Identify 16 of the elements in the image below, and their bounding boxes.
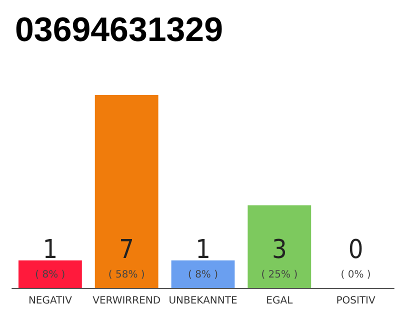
x-tick-label: VERWIRREND [92, 296, 161, 306]
x-tick-label: EGAL [266, 296, 294, 306]
data-label: 1 [42, 235, 58, 265]
chart-title: 03694631329 [15, 11, 224, 49]
annotation: ( 58% ) [108, 270, 145, 280]
data-label: 1 [196, 235, 210, 265]
annotation: ( 0% ) [340, 270, 371, 280]
data-label: 3 [272, 235, 287, 265]
x-tick-label: POSITIV [336, 296, 376, 306]
x-tick-label: NEGATIV [28, 296, 72, 306]
annotation: ( 25% ) [261, 270, 298, 280]
x-tick-label: UNBEKANNTE [168, 296, 238, 306]
data-label: 7 [119, 235, 134, 265]
data-label: 0 [348, 235, 364, 265]
annotation: ( 8% ) [35, 270, 66, 280]
annotation: ( 8% ) [188, 270, 218, 280]
